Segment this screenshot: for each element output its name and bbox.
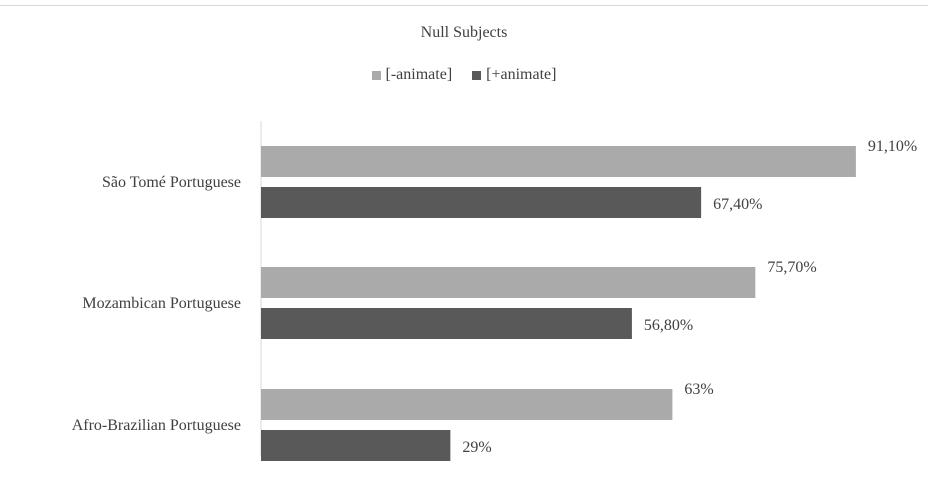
category-label-afro-brazilian: Afro-Brazilian Portuguese <box>72 417 241 434</box>
legend-label-inanimate: [-animate] <box>385 66 453 83</box>
bar-sao-tome-animate <box>261 187 702 218</box>
bar-afro-brazilian-animate <box>261 430 451 461</box>
bar-mozambican-inanimate <box>261 267 756 298</box>
data-label-sao-tome-animate: 67,40% <box>713 196 762 213</box>
data-label-afro-brazilian-animate: 29% <box>462 439 491 456</box>
data-label-sao-tome-inanimate: 91,10% <box>868 138 917 155</box>
legend: [-animate] [+animate] <box>0 66 928 84</box>
data-label-mozambican-inanimate: 75,70% <box>767 259 816 276</box>
bar-mozambican-animate <box>261 308 632 339</box>
legend-item-inanimate: [-animate] <box>371 66 453 84</box>
bar-sao-tome-inanimate <box>261 146 856 177</box>
category-label-mozambican: Mozambican Portuguese <box>82 295 241 312</box>
top-border <box>0 5 928 6</box>
legend-swatch-animate <box>472 70 482 80</box>
legend-label-animate: [+animate] <box>486 66 557 83</box>
data-label-mozambican-animate: 56,80% <box>644 317 693 334</box>
bar-afro-brazilian-inanimate <box>261 389 673 420</box>
legend-swatch-inanimate <box>371 70 381 80</box>
data-label-afro-brazilian-inanimate: 63% <box>684 381 713 398</box>
legend-item-animate: [+animate] <box>472 66 556 84</box>
category-label-sao-tome: São Tomé Portuguese <box>102 174 241 191</box>
chart-title: Null Subjects <box>420 24 508 41</box>
